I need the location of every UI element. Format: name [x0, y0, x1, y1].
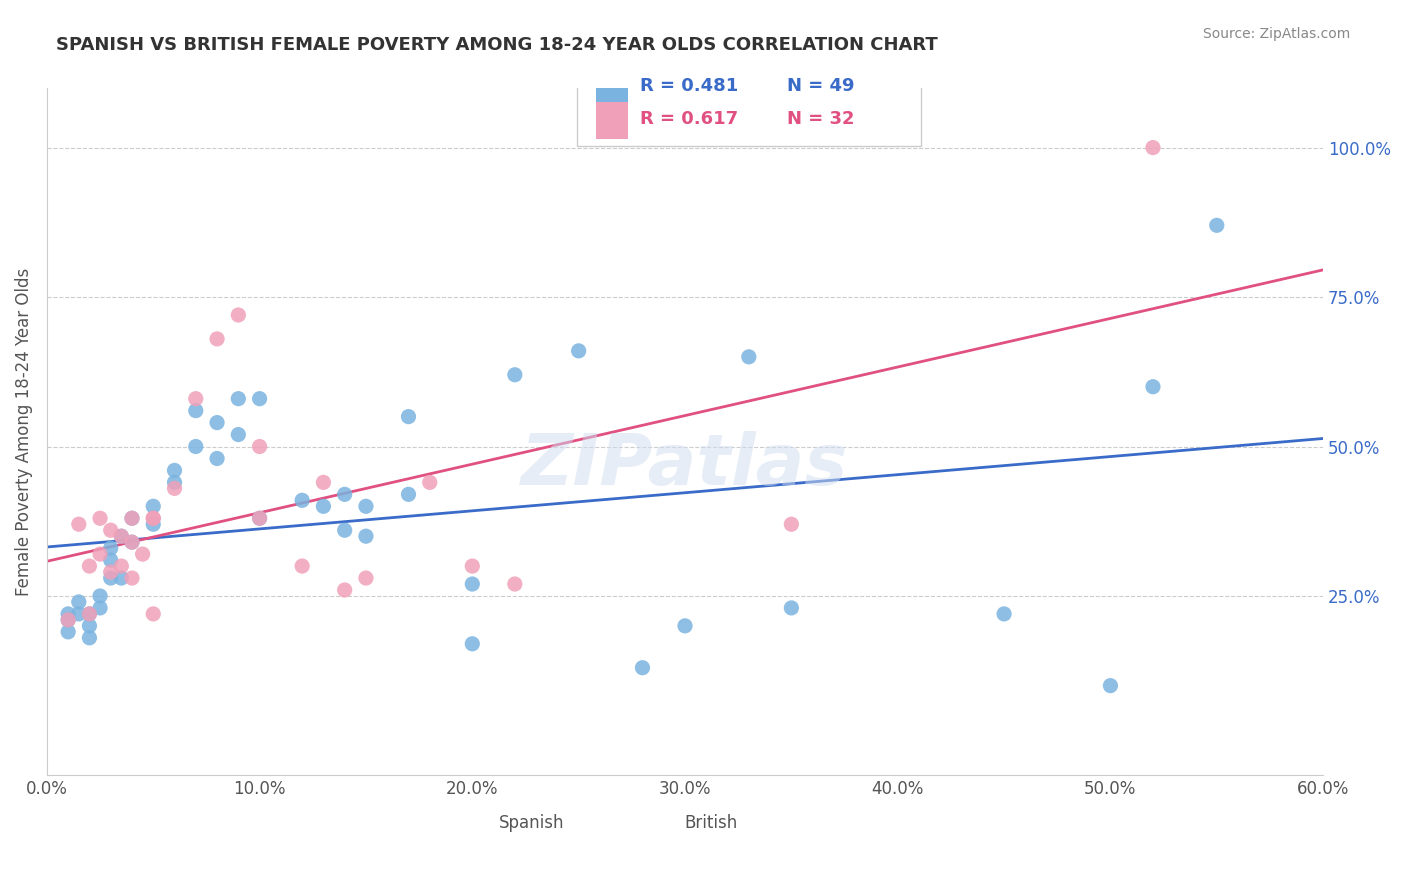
British [67, 517, 90, 532]
Spanish [205, 451, 228, 466]
Spanish [79, 619, 101, 633]
British [79, 607, 101, 621]
Spanish [312, 500, 335, 514]
Spanish [333, 523, 356, 537]
Spanish [291, 493, 314, 508]
Spanish [184, 403, 207, 417]
British [291, 559, 314, 574]
British [56, 613, 79, 627]
British [89, 511, 111, 525]
British [184, 392, 207, 406]
Spanish [100, 571, 122, 585]
Spanish [398, 409, 420, 424]
Spanish [228, 427, 250, 442]
Spanish [568, 343, 591, 358]
Spanish [100, 553, 122, 567]
Spanish [89, 601, 111, 615]
British [110, 559, 132, 574]
British [100, 565, 122, 579]
British [503, 577, 526, 591]
Text: N = 32: N = 32 [787, 110, 855, 128]
Spanish [100, 541, 122, 556]
Y-axis label: Female Poverty Among 18-24 Year Olds: Female Poverty Among 18-24 Year Olds [15, 268, 32, 596]
Spanish [205, 416, 228, 430]
Spanish [142, 517, 165, 532]
Text: SPANISH VS BRITISH FEMALE POVERTY AMONG 18-24 YEAR OLDS CORRELATION CHART: SPANISH VS BRITISH FEMALE POVERTY AMONG … [56, 36, 938, 54]
Text: N = 49: N = 49 [787, 78, 855, 95]
Spanish [184, 440, 207, 454]
British [461, 559, 484, 574]
FancyBboxPatch shape [596, 70, 627, 107]
Spanish [993, 607, 1015, 621]
British [100, 523, 122, 537]
Spanish [1099, 679, 1122, 693]
Spanish [142, 500, 165, 514]
Spanish [354, 500, 377, 514]
FancyBboxPatch shape [576, 70, 921, 146]
Spanish [333, 487, 356, 501]
Spanish [249, 392, 271, 406]
Spanish [673, 619, 696, 633]
Spanish [1205, 219, 1227, 233]
Text: ZIPatlas: ZIPatlas [522, 432, 849, 500]
Spanish [67, 595, 90, 609]
Spanish [79, 631, 101, 645]
Spanish [163, 463, 186, 477]
British [89, 547, 111, 561]
Spanish [56, 607, 79, 621]
British [228, 308, 250, 322]
Spanish [1142, 380, 1164, 394]
British [205, 332, 228, 346]
Spanish [780, 601, 803, 615]
British [131, 547, 153, 561]
British [79, 559, 101, 574]
Spanish [110, 529, 132, 543]
Text: R = 0.481: R = 0.481 [640, 78, 738, 95]
Spanish [121, 511, 143, 525]
British [163, 481, 186, 495]
British [121, 535, 143, 549]
Spanish [121, 535, 143, 549]
Text: British: British [683, 814, 737, 832]
British [312, 475, 335, 490]
Spanish [249, 511, 271, 525]
Spanish [461, 577, 484, 591]
FancyBboxPatch shape [634, 810, 666, 838]
British [333, 582, 356, 597]
British [249, 511, 271, 525]
Spanish [89, 589, 111, 603]
Spanish [228, 392, 250, 406]
Text: Source: ZipAtlas.com: Source: ZipAtlas.com [1202, 27, 1350, 41]
Spanish [631, 661, 654, 675]
Text: R = 0.617: R = 0.617 [640, 110, 738, 128]
Spanish [110, 571, 132, 585]
British [780, 517, 803, 532]
British [121, 511, 143, 525]
British [419, 475, 441, 490]
FancyBboxPatch shape [596, 102, 627, 139]
British [142, 511, 165, 525]
British [142, 511, 165, 525]
Spanish [79, 607, 101, 621]
British [142, 607, 165, 621]
Spanish [67, 607, 90, 621]
FancyBboxPatch shape [443, 810, 474, 838]
British [354, 571, 377, 585]
Spanish [503, 368, 526, 382]
Spanish [398, 487, 420, 501]
Spanish [461, 637, 484, 651]
British [110, 529, 132, 543]
Spanish [354, 529, 377, 543]
British [1142, 140, 1164, 154]
Spanish [738, 350, 761, 364]
Text: Spanish: Spanish [499, 814, 565, 832]
Spanish [163, 475, 186, 490]
British [249, 440, 271, 454]
British [121, 571, 143, 585]
Spanish [56, 613, 79, 627]
Spanish [56, 624, 79, 639]
